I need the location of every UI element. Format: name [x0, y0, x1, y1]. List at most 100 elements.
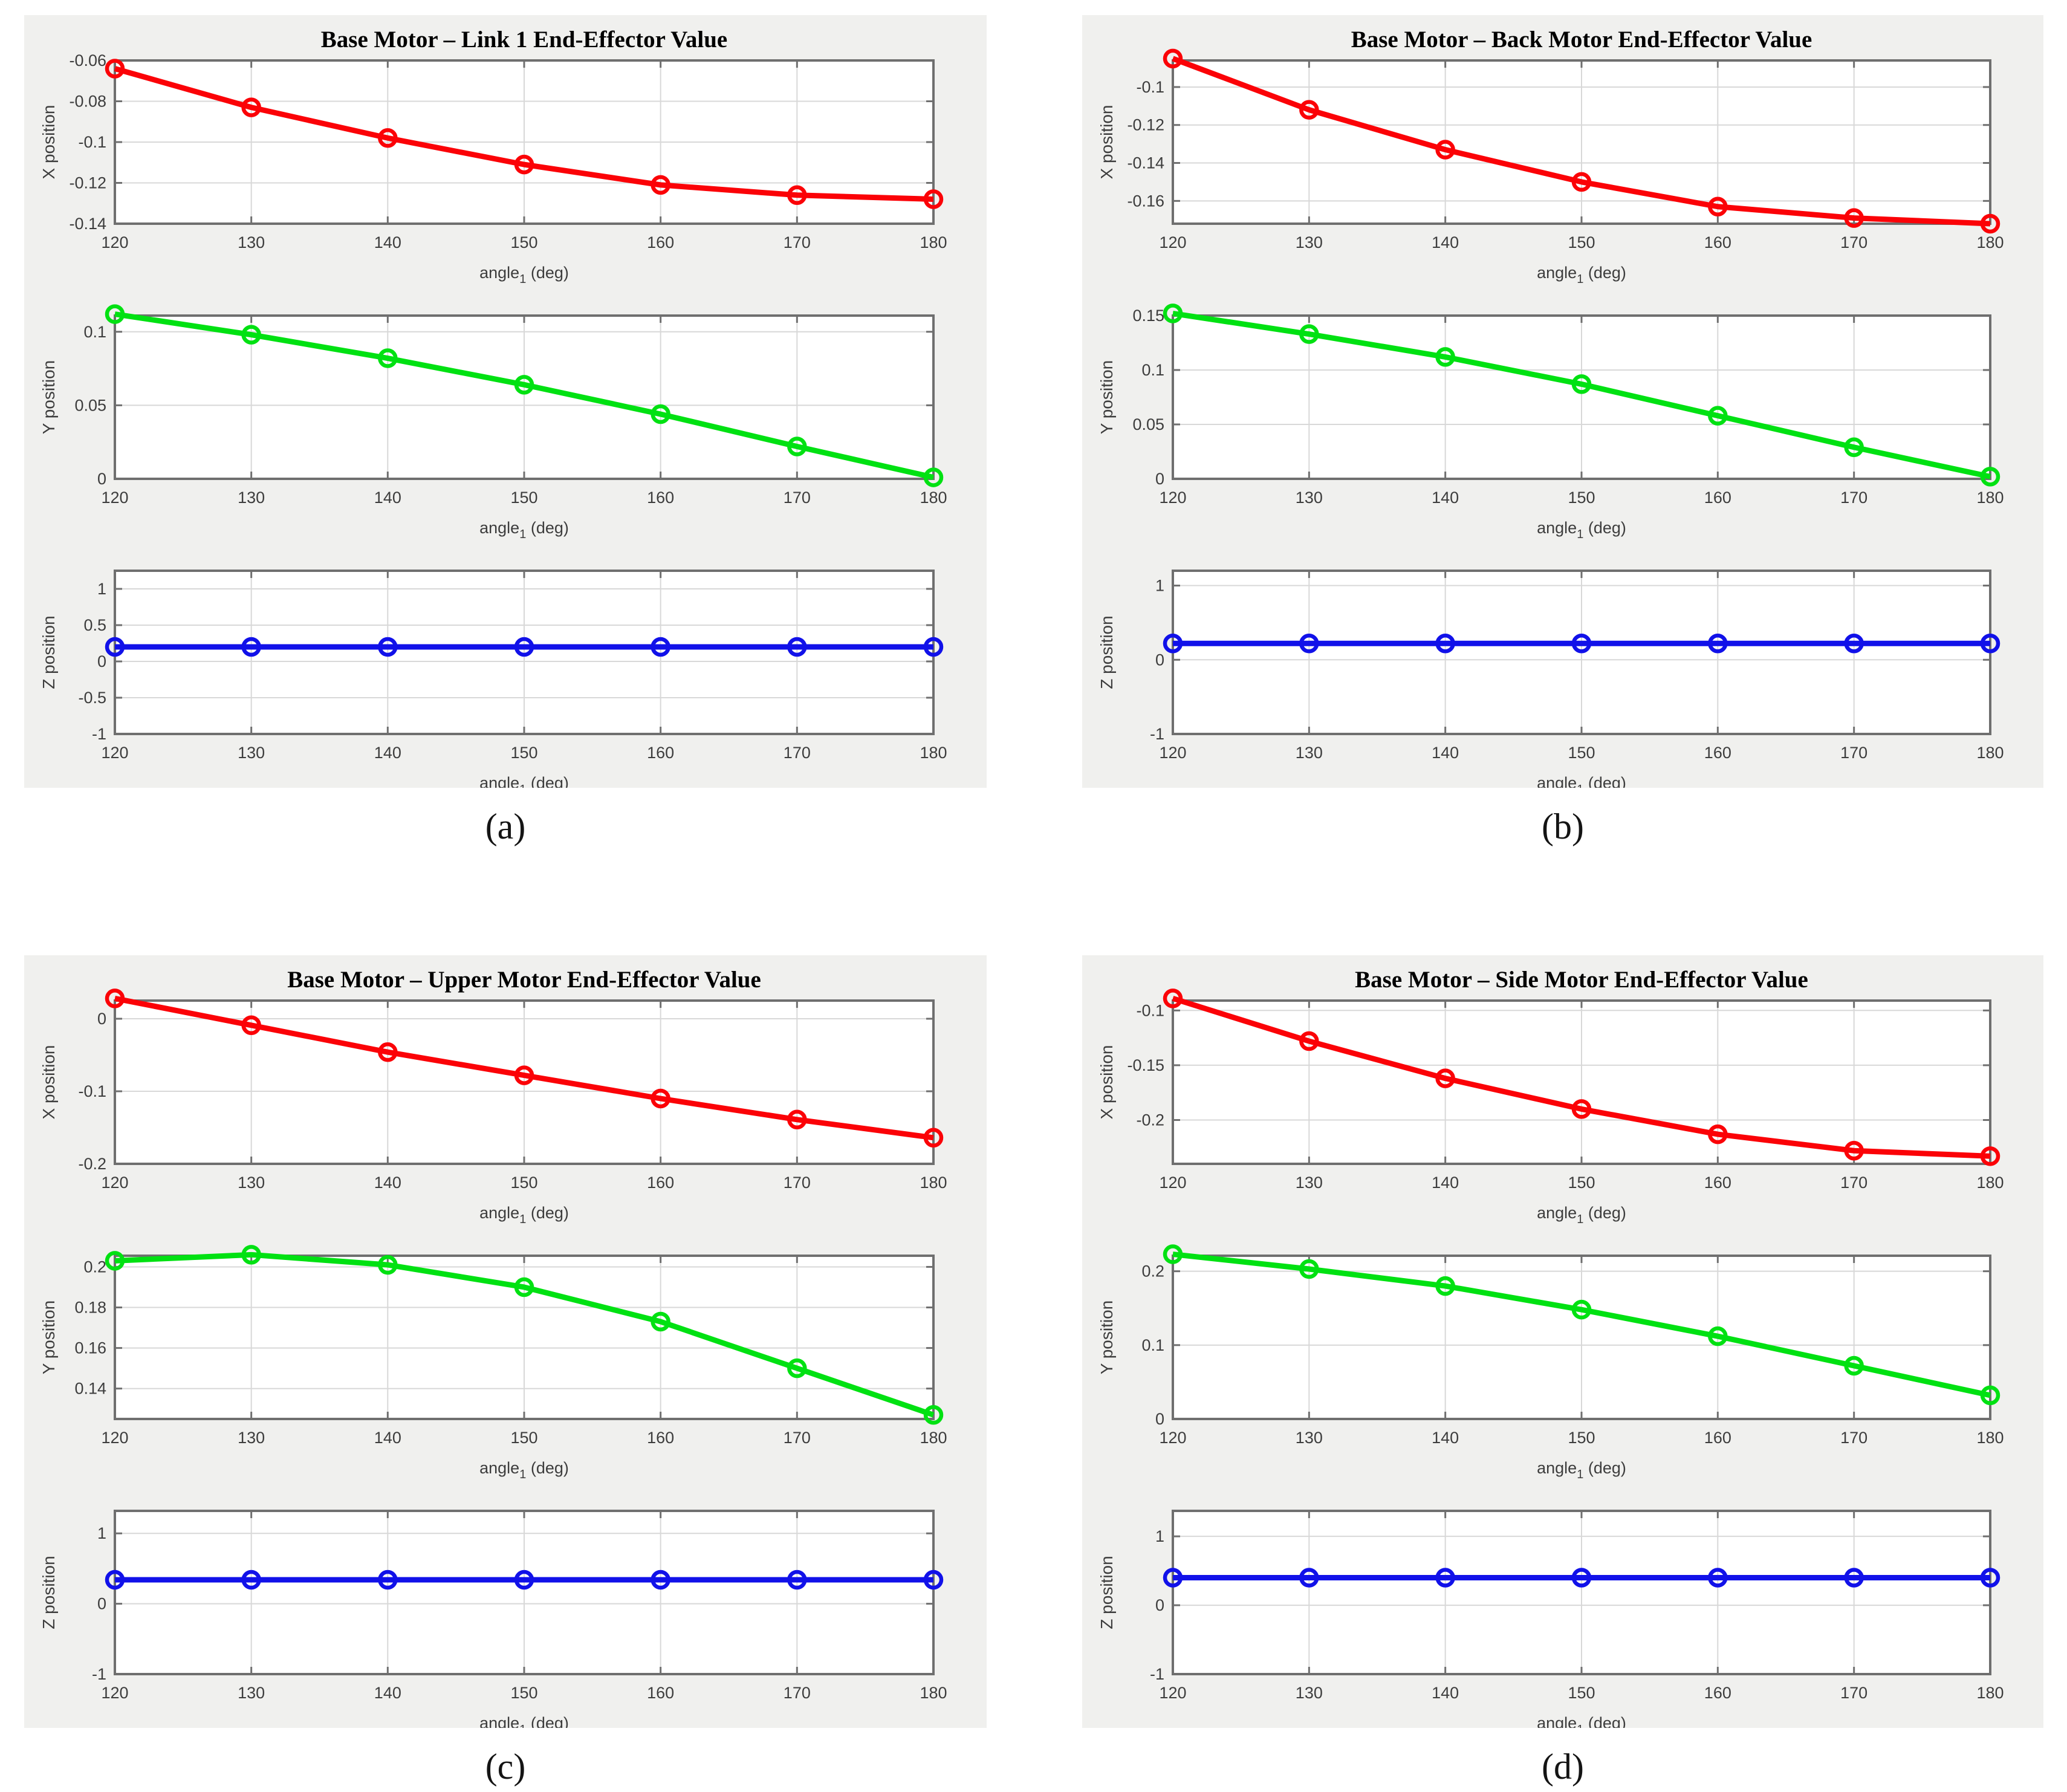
x-tick-label: 150	[1568, 1684, 1595, 1702]
data-point-marker	[105, 304, 125, 324]
x-tick-label: 130	[238, 1684, 265, 1702]
grid	[115, 316, 933, 479]
subplot-z-position: -1 0 1 120 130 140 150 160 170 180 Z position angle…	[1097, 1510, 2004, 1728]
data-point-marker	[1980, 1385, 2000, 1406]
y-axis-label: Z position	[39, 615, 58, 689]
data-point-marker	[514, 375, 534, 395]
data-point-marker	[651, 1311, 670, 1332]
x-tick-label: 160	[647, 1174, 674, 1192]
x-axis-label: angle1 (deg)	[479, 1714, 569, 1728]
x-tick-label: 140	[1432, 1684, 1459, 1702]
data-point-marker	[514, 1277, 534, 1297]
x-tick-label: 140	[374, 1174, 401, 1192]
x-tick-label: 140	[374, 1684, 401, 1702]
quadrant-d: -0.2 -0.15 -0.1 120 130 140 150 160 170 180 X posi…	[1082, 955, 2043, 1788]
data-point-marker	[1571, 1568, 1592, 1588]
data-point-marker	[1980, 634, 2000, 654]
x-tick-label: 140	[1432, 233, 1459, 252]
data-point-marker	[1163, 48, 1183, 69]
y-tick-label: -0.06	[69, 51, 106, 70]
data-point-marker	[1163, 989, 1183, 1008]
y-tick-label: -0.5	[78, 689, 106, 707]
tick-marks	[114, 1511, 935, 1675]
y-axis-label: X position	[1097, 1045, 1116, 1120]
tick-marks	[1172, 1001, 1991, 1164]
y-tick-label: 0.5	[83, 616, 106, 634]
data-point-marker	[651, 175, 670, 195]
data-point-marker	[378, 1570, 398, 1590]
data-point-marker	[1163, 634, 1183, 654]
y-tick-label: -0.08	[69, 93, 106, 111]
y-tick-label: -1	[92, 1665, 106, 1683]
data-point-marker	[1163, 1568, 1183, 1588]
x-tick-label: 150	[1568, 233, 1595, 252]
subplot-x-position: -0.14 -0.12 -0.1 -0.08 -0.06 120 130 140 150 160 1…	[39, 51, 947, 286]
quadrant-c: -0.2 -0.1 0 120 130 140 150 160 170 180 X position…	[24, 955, 987, 1788]
x-tick-label: 150	[1568, 1429, 1595, 1447]
x-axis-label: angle1 (deg)	[1537, 1714, 1626, 1728]
data-point-marker	[1708, 634, 1728, 654]
x-tick-label: 140	[374, 233, 401, 252]
y-tick-label: 0	[1155, 1596, 1164, 1614]
y-tick-label: -1	[1150, 1665, 1164, 1683]
data-point-marker	[1980, 213, 2000, 234]
y-tick-label: -0.2	[78, 1155, 106, 1173]
data-point-marker	[378, 1042, 398, 1062]
x-tick-label: 180	[920, 489, 947, 507]
series-line	[114, 995, 934, 1141]
x-tick-label: 170	[1840, 1174, 1867, 1192]
data-point-marker	[1844, 208, 1864, 228]
data-point-marker	[787, 1358, 807, 1378]
x-tick-label: 160	[1704, 744, 1731, 762]
data-point-marker	[105, 59, 125, 79]
data-point-marker	[1299, 1031, 1319, 1051]
data-point-marker	[1299, 1568, 1319, 1588]
data-point-marker	[787, 637, 807, 657]
x-tick-label: 180	[920, 1174, 947, 1192]
y-tick-label: -1	[92, 725, 106, 743]
y-tick-label: -0.15	[1127, 1056, 1164, 1074]
data-point-marker	[923, 1570, 944, 1590]
data-point-marker	[923, 189, 944, 209]
subplot-z-position: -1 0 1 120 130 140 150 160 170 180 Z position angle…	[39, 1510, 947, 1728]
data-point-marker	[1163, 304, 1183, 323]
panel-c: -0.2 -0.1 0 120 130 140 150 160 170 180 X position…	[24, 955, 987, 1728]
data-point-marker	[787, 185, 807, 205]
x-tick-label: 160	[647, 744, 674, 762]
y-tick-label: 0	[97, 1595, 106, 1613]
chart-title-b: Base Motor – Back Motor End-Effector Val…	[1351, 27, 1812, 53]
subplot-z-position: -1 0 1 120 130 140 150 160 170 180 Z position angle…	[1097, 570, 2004, 788]
y-tick-label: -0.14	[1127, 154, 1164, 172]
x-tick-label: 120	[101, 744, 128, 762]
data-point-marker	[1980, 1568, 2000, 1588]
x-tick-label: 130	[1296, 1174, 1323, 1192]
x-tick-label: 160	[647, 1684, 674, 1702]
x-axis-label: angle1 (deg)	[479, 264, 569, 286]
data-point-marker	[241, 1245, 261, 1265]
data-point-marker	[923, 1128, 944, 1148]
x-tick-label: 120	[101, 1429, 128, 1447]
x-tick-label: 160	[647, 489, 674, 507]
data-point-marker	[923, 1405, 944, 1425]
x-tick-label: 150	[510, 233, 537, 252]
x-tick-label: 130	[238, 1429, 265, 1447]
subplot-x-position: -0.2 -0.1 0 120 130 140 150 160 170 180 X position…	[39, 989, 947, 1226]
quadrant-a: -0.14 -0.12 -0.1 -0.08 -0.06 120 130 140 150 160 1…	[24, 15, 987, 848]
series-line	[1172, 310, 1991, 479]
y-tick-label: -0.12	[1127, 116, 1164, 134]
data-point-marker	[378, 128, 398, 148]
x-tick-label: 140	[1432, 744, 1459, 762]
x-axis-label: angle1 (deg)	[479, 774, 569, 788]
y-tick-label: 0	[1155, 1410, 1164, 1428]
y-tick-label: 1	[1155, 1527, 1164, 1545]
y-tick-label: 0	[97, 1010, 106, 1028]
y-tick-label: 0.05	[1132, 415, 1164, 433]
data-point-marker	[651, 404, 670, 424]
panel-caption-d: (d)	[1542, 1747, 1584, 1787]
x-tick-label: 140	[374, 1429, 401, 1447]
y-axis-label: X position	[1097, 105, 1116, 180]
y-tick-label: 1	[97, 1524, 106, 1542]
tick-marks	[114, 1001, 935, 1165]
data-point-marker	[514, 1065, 534, 1085]
x-tick-label: 160	[647, 233, 674, 252]
